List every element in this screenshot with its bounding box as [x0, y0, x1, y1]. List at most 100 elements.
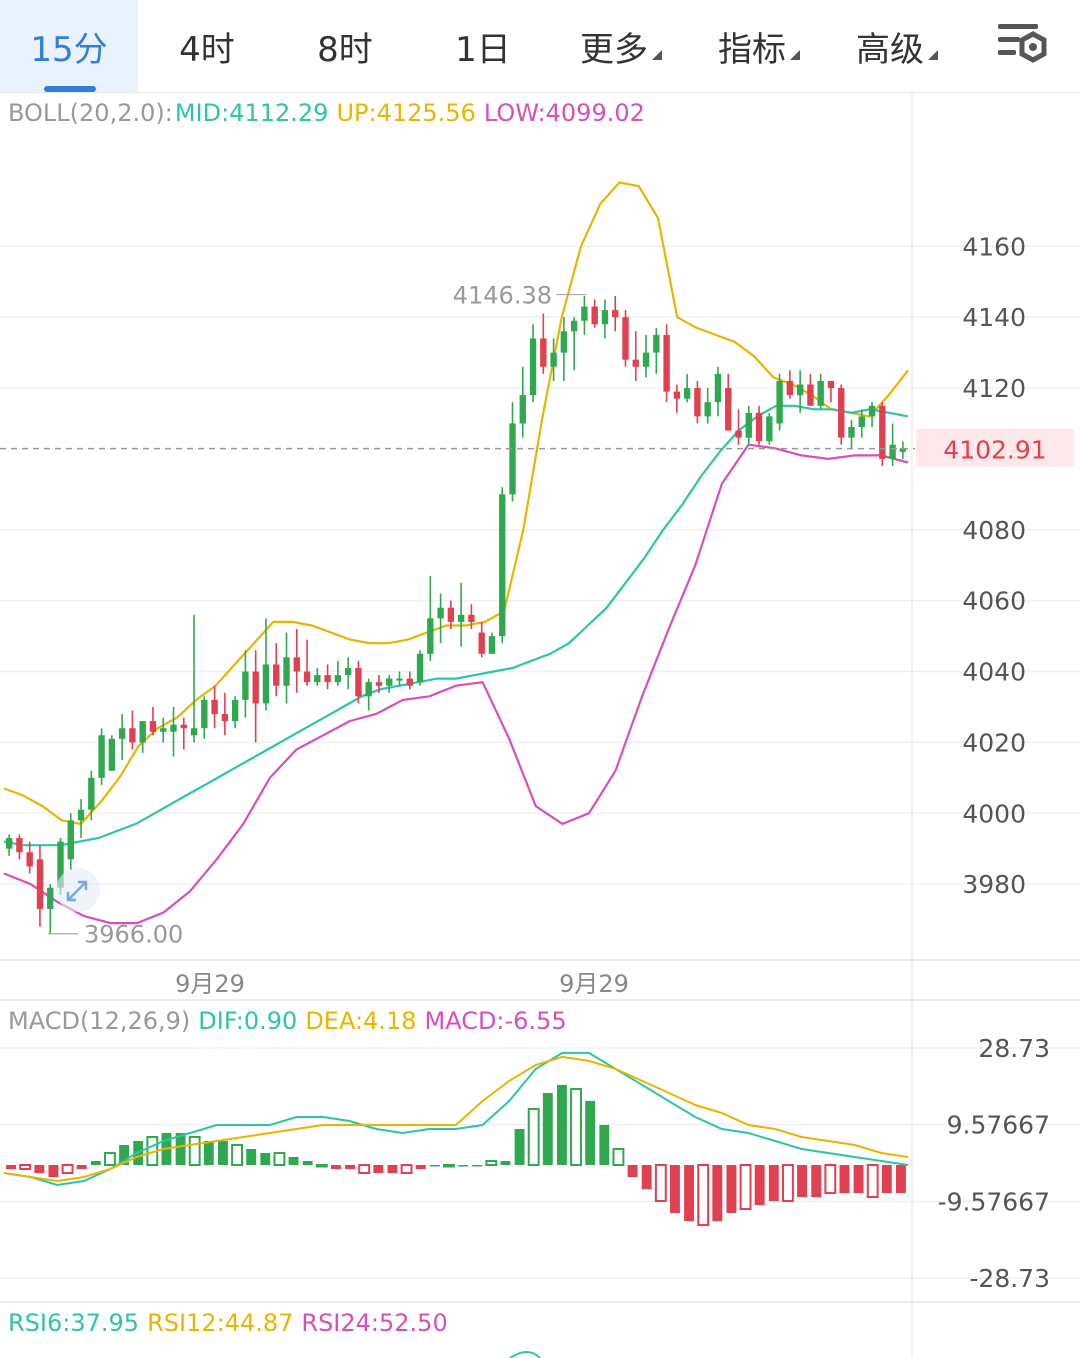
candle-body	[550, 352, 557, 367]
macd-bar	[739, 1164, 752, 1211]
candle-body	[838, 388, 845, 438]
current-price-label: 4102.91	[943, 436, 1046, 465]
boll-legend-low: LOW:4099.02	[484, 99, 645, 127]
candle-body	[334, 675, 342, 683]
candle-body	[560, 331, 568, 353]
macd-bar	[853, 1165, 864, 1194]
price-axis: 4160 4140 4120 4080 4060 4040 4020 4000 3980	[962, 232, 1026, 899]
candle-body	[293, 657, 300, 672]
candle-body	[231, 699, 239, 722]
tab-1d[interactable]: 1日	[414, 0, 552, 92]
macd-bar	[612, 1147, 625, 1167]
candle-body	[704, 402, 711, 417]
macd-bar	[527, 1107, 540, 1167]
macd-legend-label: MACD(12,26,9)	[8, 1007, 190, 1035]
macd-dif-line	[3, 1051, 909, 1187]
price-tick-label: 3980	[962, 870, 1026, 899]
candle-body	[622, 317, 629, 360]
candle-body	[457, 614, 465, 622]
candle-body	[570, 320, 578, 332]
macd-bar	[203, 1140, 214, 1165]
candle-body	[16, 838, 23, 853]
tab-label: 指标	[718, 29, 786, 70]
candle-body	[98, 735, 105, 778]
date-label: 9月29	[175, 970, 245, 998]
macd-bar	[260, 1152, 271, 1165]
candle-body	[755, 412, 763, 442]
macd-bar	[6, 1165, 17, 1170]
macd-bar	[824, 1164, 837, 1195]
tab-15min[interactable]: 15分	[0, 0, 138, 92]
candle-body	[612, 310, 619, 318]
macd-bar	[485, 1159, 498, 1166]
macd-bar	[556, 1084, 567, 1165]
candle-body	[375, 682, 383, 686]
tab-4h[interactable]: 4时	[138, 0, 276, 92]
candle-body	[190, 728, 198, 736]
candle-body	[262, 664, 270, 704]
candle-body	[108, 738, 116, 771]
macd-bar	[866, 1164, 879, 1199]
boll-legend-mid: MID:4112.29	[175, 99, 329, 127]
candle-body	[632, 359, 639, 367]
candle-body	[776, 380, 783, 424]
price-tick-label: 4020	[962, 728, 1026, 757]
low-price-label: 3966.00	[84, 921, 183, 949]
candle-body	[355, 667, 362, 697]
tab-8h[interactable]: 8时	[276, 0, 414, 92]
candle-body	[714, 373, 722, 403]
macd-bar	[48, 1165, 59, 1178]
chart-settings-icon[interactable]	[992, 18, 1052, 74]
macd-bar	[442, 1164, 455, 1168]
tab-more[interactable]: 更多	[552, 0, 690, 92]
rsi-legend-12: RSI12:44.87	[147, 1309, 293, 1337]
candle-body	[129, 728, 136, 743]
macd-bar	[288, 1156, 299, 1165]
rsi-legend-6: RSI6:37.95	[8, 1309, 139, 1337]
tab-advanced[interactable]: 高级	[828, 0, 966, 92]
candle-body	[683, 388, 691, 399]
macd-bar	[429, 1165, 440, 1167]
candle-body	[581, 306, 588, 321]
macd-bar	[358, 1164, 371, 1175]
candle-body	[77, 809, 85, 821]
candle-body	[47, 887, 54, 909]
candle-body	[57, 841, 64, 888]
candle-body	[160, 728, 167, 732]
macd-bar	[781, 1164, 794, 1203]
rsi-legend-24: RSI24:52.50	[301, 1309, 447, 1337]
caret-down-icon	[652, 50, 662, 60]
candle-body	[242, 671, 249, 700]
candle-body	[827, 380, 835, 389]
macd-bar	[641, 1165, 652, 1190]
macd-bar	[246, 1148, 257, 1165]
macd-bar	[570, 1087, 583, 1167]
candle-body	[365, 682, 372, 697]
candle-body	[540, 338, 547, 367]
macd-axis: 28.73 9.57667 -9.57667 -28.73	[938, 1034, 1050, 1293]
macd-bar	[585, 1100, 596, 1165]
candle-body	[283, 657, 290, 686]
macd-bar	[175, 1132, 186, 1165]
tab-label: 8时	[317, 29, 373, 70]
high-low-annotations: 4146.38 3966.00	[48, 282, 586, 949]
zoom-arrows-icon[interactable]	[56, 868, 100, 912]
candle-body	[601, 310, 609, 325]
macd-bar	[754, 1165, 765, 1206]
candle-body	[889, 444, 896, 459]
macd-bar	[726, 1165, 737, 1214]
tab-label: 更多	[580, 29, 648, 70]
rsi-legend: RSI6:37.95 RSI12:44.87 RSI24:52.50	[8, 1309, 448, 1337]
candle-body	[5, 838, 13, 849]
macd-bar	[542, 1092, 553, 1165]
candle-body	[314, 675, 321, 683]
candle-body	[529, 338, 537, 396]
macd-bar	[472, 1165, 483, 1167]
candle-body	[807, 384, 814, 406]
macd-legend: MACD(12,26,9) DIF:0.90 DEA:4.18 MACD:-6.55	[8, 1007, 567, 1035]
caret-down-icon	[928, 50, 938, 60]
tab-indicators[interactable]: 指标	[690, 0, 828, 92]
candle-body	[170, 724, 177, 732]
caret-down-icon	[790, 50, 800, 60]
